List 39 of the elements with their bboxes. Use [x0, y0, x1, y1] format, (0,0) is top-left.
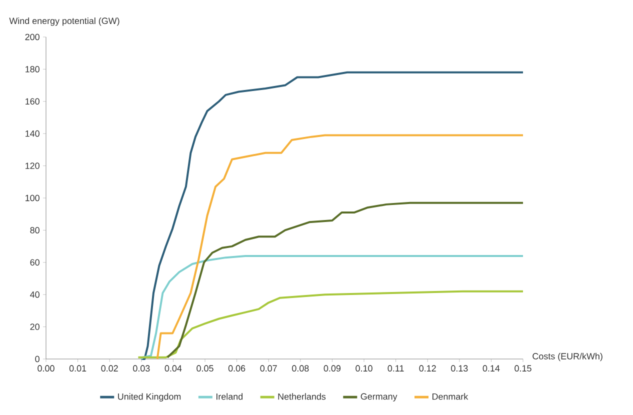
y-tick-label: 20 [30, 324, 40, 330]
x-tick-label: 0.02 [101, 365, 118, 372]
line-series [140, 254, 524, 360]
x-tick-label: 0.07 [260, 365, 277, 372]
y-tick-label: 180 [26, 66, 40, 72]
legend-label: Netherlands [278, 393, 326, 400]
x-tick-label: 0.14 [482, 365, 500, 372]
y-tick-label: 120 [26, 162, 40, 169]
line-series [140, 71, 524, 360]
x-axis-title: Costs (EUR/kWh) [532, 352, 602, 362]
x-tick-label: 0.10 [356, 365, 372, 372]
line-series [156, 134, 524, 360]
x-tick-label: 0.06 [228, 365, 246, 372]
x-tick-label: 0.03 [133, 365, 150, 372]
x-tick-label: 0.13 [451, 365, 468, 372]
y-tick-label: 100 [26, 194, 40, 202]
x-tick-label: 0.01 [69, 365, 86, 372]
y-tick-label: 140 [26, 130, 40, 137]
x-tick-label: 0.00 [38, 365, 54, 372]
legend-label: Denmark [432, 393, 468, 400]
y-tick-label: 80 [30, 227, 40, 234]
y-tick-label: 160 [26, 98, 40, 105]
line-series [137, 290, 524, 358]
x-tick-label: 0.08 [292, 365, 309, 372]
y-axis-title: Wind energy potential (GW) [9, 17, 120, 26]
x-tick-label: 0.12 [419, 365, 436, 372]
x-tick-label: 0.04 [164, 365, 182, 372]
x-tick-label: 0.11 [388, 365, 404, 372]
x-tick-label: 0.09 [324, 365, 341, 372]
legend-label: Ireland [216, 393, 242, 400]
y-tick-label: 200 [25, 34, 40, 40]
y-tick-label: 40 [30, 291, 40, 298]
x-tick-label: 0.05 [196, 365, 214, 372]
legend-label: United Kingdom [118, 393, 181, 402]
y-tick-label: 60 [30, 259, 40, 266]
y-tick-label: 0 [35, 356, 40, 362]
x-tick-label: 0.15 [514, 365, 532, 372]
legend-label: Germany [360, 393, 398, 402]
line-series [166, 202, 524, 358]
